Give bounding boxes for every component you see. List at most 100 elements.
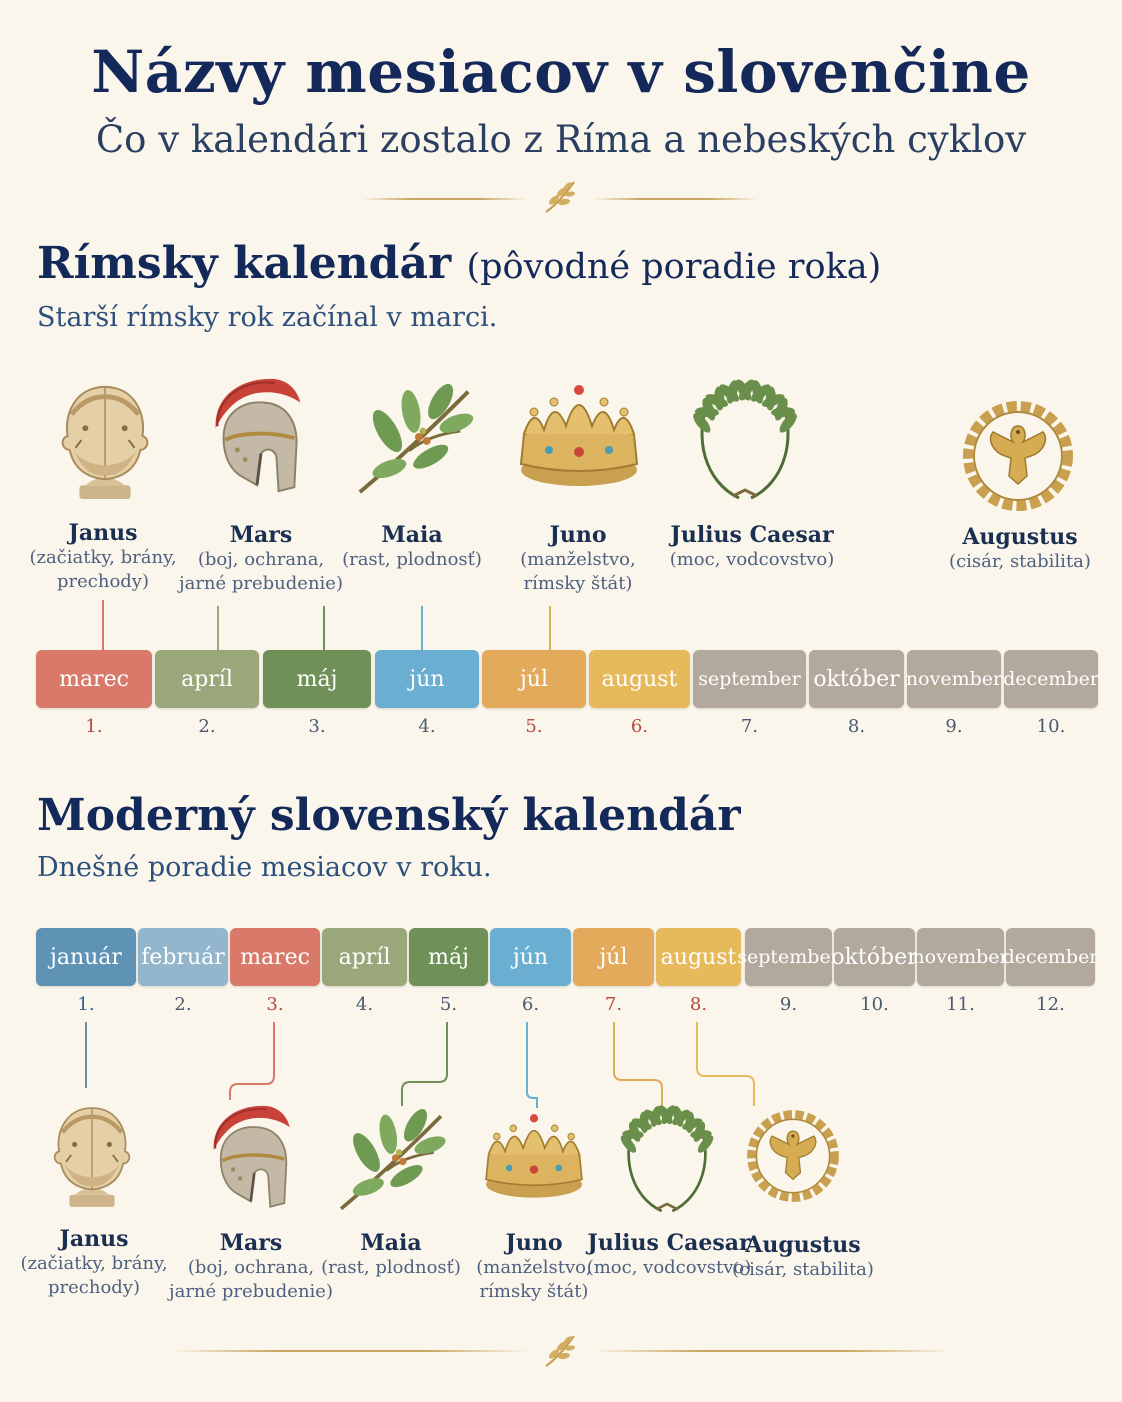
olive-branch-icon <box>339 1108 446 1211</box>
roman-deity-name: Maia <box>381 522 443 548</box>
roman-month-9: november <box>906 650 1002 708</box>
eagle-wreath-illustration <box>738 1106 848 1206</box>
modern-month-4: apríl <box>322 928 407 986</box>
modern-deity-desc: (manželstvo, <box>476 1257 592 1278</box>
roman-month-number-8: 8. <box>847 716 866 737</box>
roman-deity-2: Mars (boj, ochrana, jarné prebudenie) <box>171 522 351 596</box>
roman-month-number-3: 3. <box>308 716 326 737</box>
modern-deity-desc: (cisár, stabilita) <box>732 1259 874 1280</box>
roman-month-8: október <box>809 650 904 708</box>
laurel-sprig-icon <box>545 181 575 213</box>
modern-deity-desc-cont: jarné prebudenie) <box>169 1281 333 1302</box>
roman-deity-desc-cont: rímsky štát) <box>523 573 633 594</box>
roman-deity-desc: (rast, plodnosť) <box>342 549 482 570</box>
modern-deity-desc-cont: prechody) <box>47 1277 140 1298</box>
modern-month-number-1: 1. <box>77 994 95 1015</box>
olive-branch-illustration <box>332 1098 450 1216</box>
modern-deity-1: Janus (začiatky, brány, prechody) <box>4 1226 184 1300</box>
roman-month-number-1: 1. <box>85 716 103 737</box>
roman-month-number-4: 4. <box>418 716 436 737</box>
roman-title-main: Rímsky kalendár <box>37 238 452 289</box>
modern-connector-2 <box>229 1022 275 1100</box>
roman-month-number-7: 7. <box>740 716 759 737</box>
modern-month-number-9: 9. <box>779 994 798 1015</box>
roman-month-2: apríl <box>155 650 259 708</box>
laurel-wreath-icon <box>620 1105 714 1213</box>
modern-month-number-2: 2. <box>174 994 192 1015</box>
roman-section-subtitle: Starší rímsky rok začínal v marci. <box>37 302 498 333</box>
modern-month-number-5: 5. <box>439 994 458 1015</box>
modern-deity-name: Janus <box>59 1226 129 1252</box>
modern-month-number-8: 8. <box>689 994 708 1015</box>
modern-connector-6 <box>696 1022 755 1106</box>
modern-month-number-3: 3. <box>266 994 284 1015</box>
roman-deity-name: Julius Caesar <box>670 522 834 548</box>
modern-section-title: Moderný slovenský kalendár <box>37 790 741 841</box>
modern-month-3: marec <box>230 928 320 986</box>
roman-deity-name: Juno <box>549 522 607 548</box>
modern-month-10: október <box>831 928 918 986</box>
page-subtitle: Čo v kalendári zostalo z Ríma a nebeskýc… <box>95 118 1027 161</box>
modern-deity-4: Juno (manželstvo, rímsky štát) <box>444 1230 624 1304</box>
modern-deity-desc: (rast, plodnosť) <box>321 1257 461 1278</box>
modern-month-9: september <box>737 928 840 986</box>
modern-deity-name: Juno <box>505 1230 563 1256</box>
modern-deity-name: Maia <box>360 1230 422 1256</box>
janus-bust-icon <box>53 1107 131 1207</box>
roman-month-1: marec <box>36 650 152 708</box>
modern-month-7: júl <box>573 928 654 986</box>
modern-month-1: január <box>36 928 136 986</box>
janus-bust-illustration <box>46 370 164 508</box>
roman-month-number-10: 10. <box>1036 716 1066 737</box>
modern-deity-name: Mars <box>219 1230 283 1256</box>
modern-deity-3: Maia (rast, plodnosť) <box>301 1230 481 1280</box>
roman-month-6: august <box>589 650 690 708</box>
modern-section-subtitle: Dnešné poradie mesiacov v roku. <box>37 852 492 883</box>
modern-month-number-7: 7. <box>604 994 623 1015</box>
roman-deity-desc-cont: prechody) <box>56 571 149 592</box>
modern-month-number-10: 10. <box>860 994 889 1015</box>
roman-month-number-6: 6. <box>630 716 649 737</box>
roman-month-5: júl <box>482 650 586 708</box>
crown-icon <box>519 385 639 486</box>
modern-deity-desc: (začiatky, brány, <box>20 1253 168 1274</box>
roman-deity-name: Mars <box>229 522 293 548</box>
footer-divider-right <box>592 1350 952 1352</box>
roman-deity-1: Janus (začiatky, brány, prechody) <box>13 520 193 594</box>
roman-helmet-icon <box>213 1105 290 1208</box>
roman-deity-desc: (moc, vodcovstvo) <box>669 549 835 570</box>
roman-deity-desc: (manželstvo, <box>520 549 636 570</box>
roman-month-10: december <box>1003 650 1099 708</box>
modern-deity-6: Augustus (cisár, stabilita) <box>713 1232 893 1282</box>
roman-deity-desc: (začiatky, brány, <box>29 547 177 568</box>
modern-month-11: november <box>912 928 1009 986</box>
laurel-wreath-icon <box>693 379 797 500</box>
page-title: Názvy mesiacov v slovenčine <box>91 38 1031 106</box>
roman-deity-desc: (boj, ochrana, <box>197 549 325 570</box>
modern-deity-name: Augustus <box>745 1232 861 1258</box>
roman-deity-6: Augustus (cisár, stabilita) <box>930 524 1110 574</box>
olive-branch-illustration <box>350 372 478 500</box>
roman-month-number-9: 9. <box>945 716 963 737</box>
modern-deity-desc: (moc, vodcovstvo) <box>586 1257 752 1278</box>
modern-month-number-11: 11. <box>946 994 975 1015</box>
modern-deity-desc-cont: rímsky štát) <box>479 1281 589 1302</box>
laurel-wreath-illustration <box>612 1104 722 1220</box>
crown-illustration <box>472 1108 596 1208</box>
footer-divider-left <box>170 1350 530 1352</box>
eagle-wreath-illustration <box>952 396 1084 516</box>
roman-deity-name: Janus <box>68 520 138 546</box>
roman-helmet-icon <box>215 378 301 493</box>
roman-helmet-illustration <box>196 1096 302 1222</box>
divider-left <box>362 198 528 200</box>
modern-month-number-4: 4. <box>355 994 374 1015</box>
roman-title-paren: (pôvodné poradie roka) <box>466 247 882 287</box>
janus-bust-icon <box>61 385 149 499</box>
roman-deity-5: Julius Caesar (moc, vodcovstvo) <box>662 522 842 572</box>
janus-bust-illustration <box>40 1092 144 1216</box>
laurel-wreath-illustration <box>680 378 810 508</box>
modern-month-number-12: 12. <box>1036 994 1065 1015</box>
divider-right <box>592 198 758 200</box>
modern-connector-3 <box>401 1022 448 1106</box>
